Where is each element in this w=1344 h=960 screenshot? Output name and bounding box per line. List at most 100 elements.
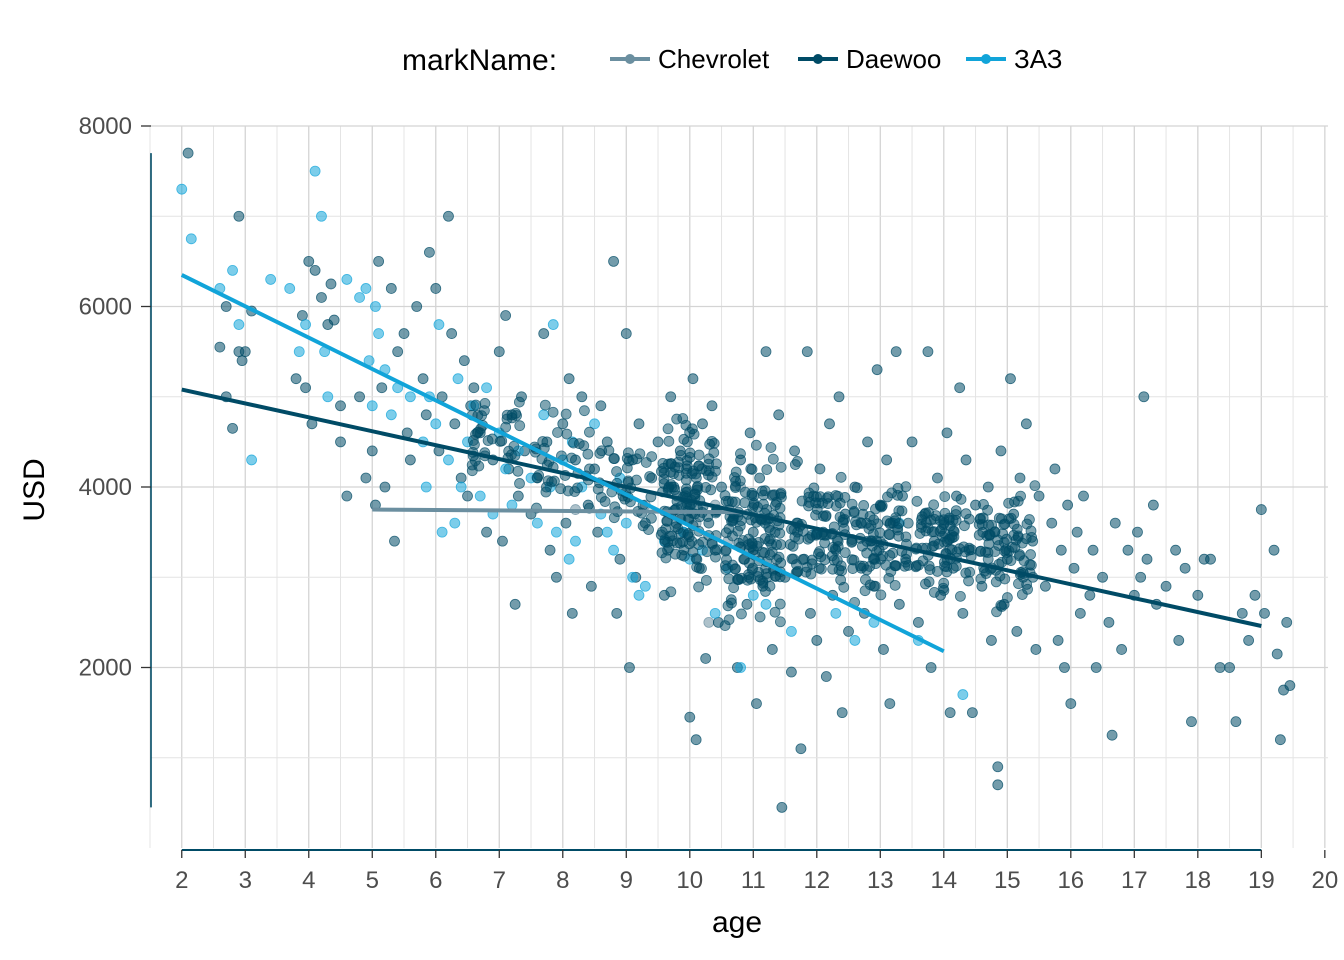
x-tick-label: 9: [620, 867, 633, 894]
data-point-daewoo: [916, 522, 927, 533]
data-point-daewoo: [582, 448, 594, 460]
data-point-daewoo: [303, 255, 315, 267]
data-point-daewoo: [805, 607, 816, 619]
data-point-daewoo: [938, 536, 950, 548]
data-point-daewoo: [982, 481, 994, 493]
data-point-daewoo: [468, 382, 480, 394]
scatter-points: [176, 147, 1296, 813]
data-point-daewoo: [1179, 562, 1191, 574]
legend[interactable]: markName: Chevrolet Daewoo ЗАЗ: [402, 44, 1062, 77]
data-point-daewoo: [1020, 533, 1032, 545]
data-point-daewoo: [835, 574, 847, 586]
x-tick-label: 5: [366, 867, 379, 894]
data-point-daewoo: [992, 779, 1004, 791]
data-point-daewoo: [599, 496, 611, 507]
data-point-daewoo: [621, 462, 633, 474]
data-point-daewoo: [552, 427, 563, 438]
data-point-daewoo: [875, 589, 887, 601]
data-point-daewoo: [885, 566, 897, 577]
data-point-заз: [176, 183, 188, 195]
data-point-daewoo: [560, 517, 572, 529]
data-point-daewoo: [482, 435, 494, 446]
data-point-daewoo: [747, 562, 759, 574]
data-point-daewoo: [660, 552, 672, 564]
trend-line-daewoo: [181, 387, 1262, 628]
data-point-daewoo: [775, 539, 787, 550]
data-point-daewoo: [1271, 648, 1283, 660]
data-point-daewoo: [1008, 529, 1020, 541]
data-point-заз: [455, 481, 467, 493]
data-point-daewoo: [869, 580, 881, 592]
data-point-daewoo: [509, 598, 521, 610]
data-point-daewoo: [680, 419, 692, 431]
data-point-daewoo: [937, 582, 949, 594]
data-point-заз: [608, 544, 619, 556]
data-point-заз: [373, 328, 385, 339]
data-point-заз: [443, 454, 454, 466]
data-point-daewoo: [584, 463, 595, 475]
data-point-daewoo: [820, 671, 832, 682]
data-point-заз: [735, 662, 746, 673]
x-axis-title: age: [712, 906, 762, 939]
data-point-daewoo: [978, 499, 989, 510]
data-point-заз: [265, 274, 277, 285]
data-point-daewoo: [1268, 544, 1280, 556]
data-point-daewoo: [692, 480, 704, 492]
data-point-daewoo: [585, 580, 597, 592]
data-point-daewoo: [723, 523, 735, 535]
data-point-daewoo: [335, 400, 346, 412]
data-point-daewoo: [871, 364, 883, 376]
legend-swatch-dot: [625, 54, 635, 64]
data-point-daewoo: [706, 400, 718, 412]
data-point-daewoo: [719, 620, 731, 632]
data-point-daewoo: [512, 465, 524, 477]
data-point-daewoo: [573, 438, 585, 450]
data-point-daewoo: [1224, 662, 1235, 673]
data-point-daewoo: [890, 346, 902, 358]
data-point-daewoo: [665, 391, 677, 403]
data-point-daewoo: [446, 328, 458, 339]
data-point-daewoo: [634, 448, 646, 460]
data-point-daewoo: [754, 611, 766, 623]
data-point-daewoo: [884, 529, 896, 541]
legend-item-chevrolet[interactable]: Chevrolet: [610, 44, 770, 74]
data-point-daewoo: [290, 373, 302, 385]
data-point-daewoo: [944, 707, 956, 719]
data-point-daewoo: [752, 501, 764, 513]
data-point-daewoo: [659, 536, 671, 548]
data-point-daewoo: [784, 539, 796, 550]
data-point-daewoo: [1001, 547, 1013, 559]
trend-line-chevrolet: [372, 507, 747, 515]
data-point-daewoo: [811, 503, 823, 515]
data-point-daewoo: [775, 557, 787, 569]
data-point-daewoo: [814, 463, 826, 475]
data-point-daewoo: [941, 566, 953, 578]
data-point-daewoo: [848, 507, 860, 519]
data-point-заз: [341, 274, 353, 285]
legend-item-заз[interactable]: ЗАЗ: [966, 44, 1062, 74]
data-point-daewoo: [220, 301, 232, 312]
data-point-заз: [849, 635, 861, 646]
data-point-daewoo: [973, 529, 985, 541]
data-point-заз: [404, 391, 416, 403]
data-point-daewoo: [892, 489, 903, 501]
data-point-daewoo: [992, 761, 1004, 773]
data-point-daewoo: [996, 556, 1008, 568]
y-tick-label: 4000: [79, 474, 132, 501]
legend-swatch-dot: [813, 54, 823, 64]
x-tick-label: 11: [741, 867, 766, 894]
data-point-daewoo: [739, 486, 751, 498]
data-point-daewoo: [792, 456, 803, 467]
data-point-daewoo: [614, 553, 626, 565]
data-point-daewoo: [990, 576, 1002, 588]
data-point-daewoo: [1274, 734, 1286, 746]
data-point-daewoo: [797, 554, 809, 565]
legend-item-daewoo[interactable]: Daewoo: [798, 44, 941, 74]
data-point-daewoo: [739, 497, 751, 509]
data-point-daewoo: [1052, 635, 1064, 646]
data-point-daewoo: [992, 534, 1004, 546]
data-point-заз: [436, 526, 448, 538]
data-point-daewoo: [1062, 499, 1074, 511]
data-point-daewoo: [893, 598, 905, 610]
